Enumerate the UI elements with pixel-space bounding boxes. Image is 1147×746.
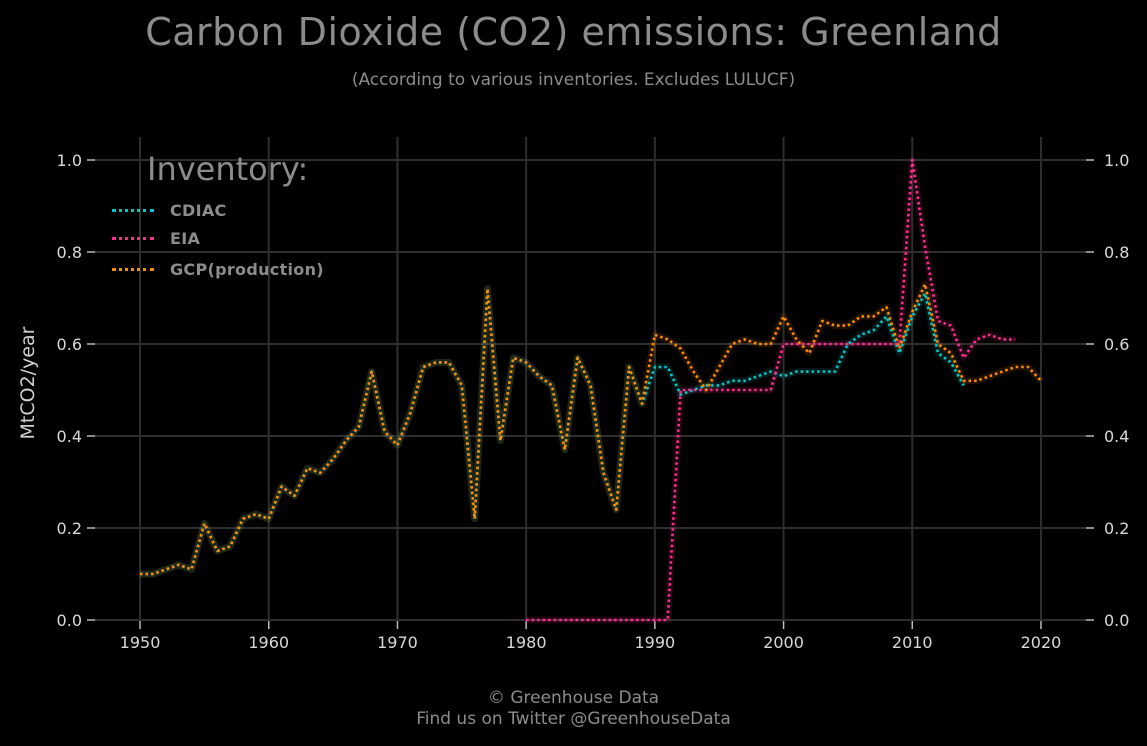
- series-glow-cdiac: [140, 285, 967, 578]
- y-tick-label-left: 0.2: [57, 519, 82, 538]
- y-axis-label: MtCO2/year: [17, 326, 39, 440]
- y-tick-label-right: 0.4: [1104, 427, 1129, 446]
- x-tick-label: 2020: [1021, 633, 1062, 652]
- y-tick-label-right: 1.0: [1104, 151, 1129, 170]
- legend-label-eia: EIA: [170, 228, 201, 248]
- legend-swatch-eia: [112, 236, 154, 240]
- y-tick-label-left: 0.0: [57, 611, 82, 630]
- legend-label-gcp: GCP(production): [170, 259, 324, 279]
- y-tick-label-right: 0.6: [1104, 335, 1129, 354]
- legend-swatch-cdiac: [112, 208, 154, 212]
- legend-item-cdiac: CDIAC: [112, 200, 227, 220]
- footer-credit: © Greenhouse Data: [487, 688, 660, 708]
- x-tick-label: 1990: [634, 633, 675, 652]
- chart-subtitle: (According to various inventories. Exclu…: [351, 70, 796, 90]
- legend-title: Inventory:: [147, 150, 309, 188]
- x-tick-label: 2000: [763, 633, 804, 652]
- y-tick-label-right: 0.2: [1104, 519, 1129, 538]
- x-tick-label: 1960: [248, 633, 289, 652]
- series-line-gcpproduction: [140, 282, 1042, 576]
- y-tick-label-left: 0.4: [57, 427, 82, 446]
- series-glow-gcpproduction: [140, 280, 1044, 578]
- series-line-eia: [526, 158, 1016, 622]
- y-tick-label-left: 1.0: [57, 151, 82, 170]
- axes: 1950 1960 1970 1980 1990 2000 2010 2020 0.0 0.0 0.…: [57, 151, 1130, 652]
- plot-area: [140, 156, 1044, 624]
- chart-title: Carbon Dioxide (CO2) emissions: Greenlan…: [145, 10, 1002, 54]
- y-tick-label-left: 0.8: [57, 243, 82, 262]
- legend-label-cdiac: CDIAC: [170, 200, 227, 220]
- y-tick-label-right: 0.0: [1104, 611, 1129, 630]
- y-tick-label-right: 0.8: [1104, 243, 1129, 262]
- x-tick-label: 2010: [892, 633, 933, 652]
- legend-swatch-gcp: [112, 267, 154, 271]
- x-tick-label: 1950: [120, 633, 161, 652]
- grid: [95, 137, 1086, 621]
- x-tick-label: 1970: [377, 633, 418, 652]
- footer-twitter: Find us on Twitter @GreenhouseData: [416, 709, 731, 729]
- y-tick-label-left: 0.6: [57, 335, 82, 354]
- legend-item-gcp: GCP(production): [112, 259, 324, 279]
- x-tick-label: 1980: [506, 633, 547, 652]
- series-line-cdiac: [140, 287, 965, 576]
- legend-item-eia: EIA: [112, 228, 200, 248]
